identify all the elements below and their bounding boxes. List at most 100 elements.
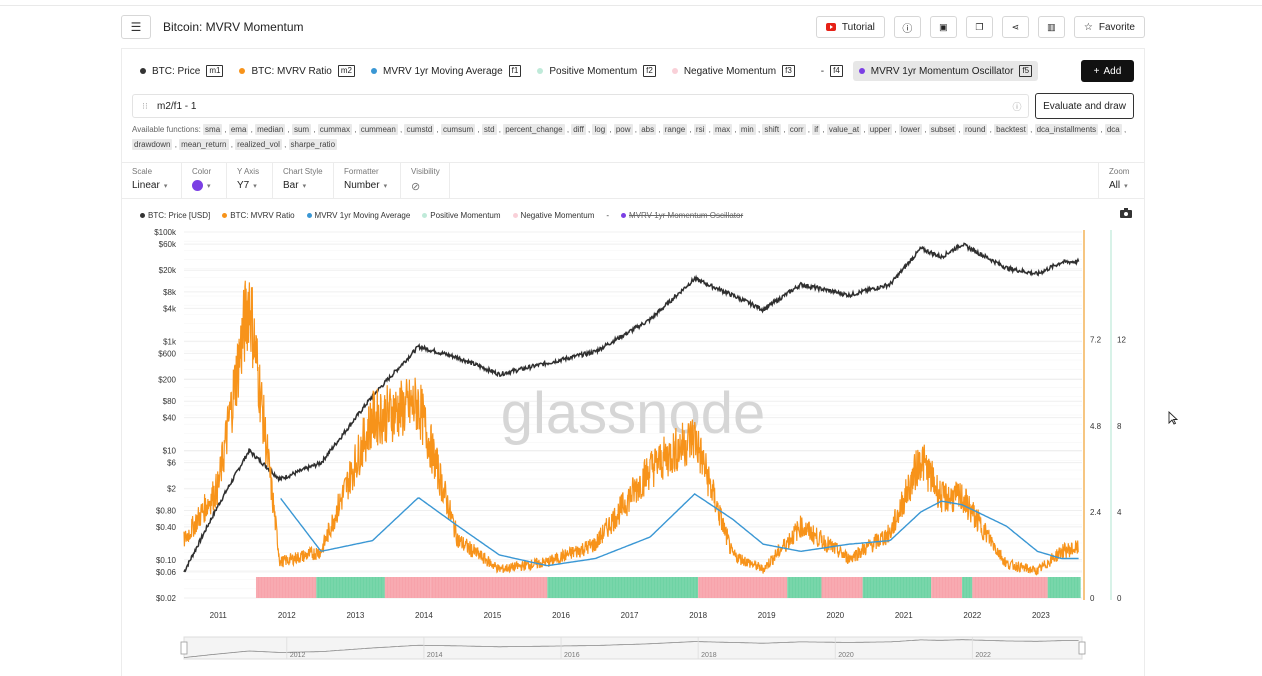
visibility-control[interactable]: Visibility ⊘: [401, 163, 450, 199]
y-left-tick-label: $8k: [163, 288, 177, 297]
formula-field[interactable]: ⁝⁝ m2/f1 - 1 ⓘ: [132, 94, 1029, 118]
legend-item[interactable]: MVRV 1yr Momentum Oscillator: [621, 211, 743, 220]
function-tag[interactable]: if: [812, 124, 821, 135]
function-tag[interactable]: shift: [762, 124, 782, 135]
function-tag[interactable]: subset: [928, 124, 957, 135]
functions-label: Available functions:: [132, 125, 201, 134]
function-tag[interactable]: backtest: [994, 124, 1028, 135]
scale-control[interactable]: Scale Linear ▾: [122, 163, 182, 199]
metric-color-dot: [858, 68, 865, 74]
menu-button[interactable]: ☰: [121, 15, 151, 39]
metric-chip-f5[interactable]: MVRV 1yr Momentum Oscillator f5: [852, 61, 1039, 81]
info-button[interactable]: ⓘ: [893, 16, 921, 38]
y-right1-tick-label: 2.4: [1090, 508, 1102, 517]
function-tag[interactable]: dca: [1104, 124, 1122, 135]
function-tag[interactable]: cummax: [317, 124, 353, 135]
function-tag[interactable]: dca_installments: [1034, 124, 1099, 135]
metric-chip-f1[interactable]: MVRV 1yr Moving Average f1: [365, 61, 527, 81]
legend-label: MVRV 1yr Moving Average: [314, 211, 411, 220]
metric-chip-f4[interactable]: - f4: [805, 61, 849, 81]
x-tick-label: 2011: [210, 611, 228, 620]
favorite-button[interactable]: ☆ Favorite: [1073, 16, 1145, 38]
function-tag[interactable]: value_at: [826, 124, 862, 135]
separator: ,: [281, 140, 289, 149]
legend-item[interactable]: MVRV 1yr Moving Average: [306, 211, 411, 220]
x-tick-label: 2012: [278, 611, 296, 620]
y-left-tick-label: $6: [167, 459, 176, 468]
legend-item[interactable]: -: [606, 211, 609, 220]
header: ☰ Bitcoin: MVRV Momentum Tutorial ⓘ ▣ ❐ …: [121, 14, 1145, 40]
formatter-control[interactable]: Formatter Number ▾: [334, 163, 401, 199]
function-tag[interactable]: max: [713, 124, 733, 135]
function-tag[interactable]: log: [592, 124, 608, 135]
function-tag[interactable]: sharpe_ratio: [288, 139, 338, 150]
metric-chip-m2[interactable]: BTC: MVRV Ratio m2: [233, 61, 361, 81]
function-tag[interactable]: upper: [867, 124, 893, 135]
function-tag[interactable]: min: [738, 124, 756, 135]
function-tag[interactable]: pow: [613, 124, 633, 135]
function-tag[interactable]: corr: [787, 124, 806, 135]
metric-chip-f2[interactable]: Positive Momentum f2: [531, 61, 661, 81]
function-tag[interactable]: realized_vol: [235, 139, 282, 150]
legend-label: MVRV 1yr Momentum Oscillator: [629, 211, 744, 220]
function-tag[interactable]: round: [962, 124, 988, 135]
color-label: Color: [192, 167, 212, 176]
metric-color-dot: [370, 68, 377, 74]
share-button[interactable]: ⋖: [1001, 16, 1029, 38]
youtube-icon: [825, 23, 836, 31]
add-button[interactable]: + Add: [1081, 60, 1134, 82]
y-left-tick-label: $0.02: [156, 594, 177, 603]
metric-chip-f3[interactable]: Negative Momentum f3: [666, 61, 801, 81]
drag-handle-icon[interactable]: ⁝⁝: [142, 100, 148, 111]
y-right1-tick-label: 4.8: [1090, 422, 1102, 431]
momentum-band-positive: [962, 577, 973, 598]
function-tag[interactable]: percent_change: [503, 124, 565, 135]
zoom-control[interactable]: Zoom All ▾: [1098, 163, 1144, 199]
function-tag[interactable]: mean_return: [179, 139, 229, 150]
function-tag[interactable]: drawdown: [132, 139, 173, 150]
color-control[interactable]: Color ▾: [182, 163, 227, 199]
function-tag[interactable]: cummean: [358, 124, 398, 135]
scale-value: Linear: [132, 180, 160, 191]
metric-key: f4: [830, 65, 843, 77]
function-tag[interactable]: sma: [203, 124, 223, 135]
legend-item[interactable]: BTC: Price [USD]: [140, 211, 210, 220]
page-title: Bitcoin: MVRV Momentum: [163, 20, 304, 34]
legend-item[interactable]: Positive Momentum: [422, 211, 501, 220]
tutorial-button[interactable]: Tutorial: [815, 16, 885, 38]
camera-icon[interactable]: [1120, 208, 1132, 218]
chart-style-control[interactable]: Chart Style Bar ▾: [273, 163, 334, 199]
scale-label: Scale: [132, 167, 153, 176]
y-left-tick-label: $40: [163, 414, 177, 423]
function-tag[interactable]: abs: [639, 124, 657, 135]
function-tag[interactable]: range: [662, 124, 688, 135]
copy-button[interactable]: ❐: [965, 16, 993, 38]
info-icon[interactable]: ⓘ: [1012, 101, 1022, 112]
menu-icon: ☰: [130, 20, 142, 34]
function-tag[interactable]: cumstd: [404, 124, 435, 135]
evaluate-button[interactable]: Evaluate and draw: [1035, 93, 1134, 119]
save-button[interactable]: ▣: [929, 16, 957, 38]
function-tag[interactable]: median: [255, 124, 286, 135]
favorite-label: Favorite: [1098, 21, 1135, 33]
function-tag[interactable]: diff: [571, 124, 586, 135]
function-tag[interactable]: ema: [228, 124, 249, 135]
metric-color-dot: [671, 68, 678, 74]
function-tag[interactable]: sum: [291, 124, 312, 135]
legend-item[interactable]: BTC: MVRV Ratio: [222, 211, 295, 220]
function-tag[interactable]: lower: [898, 124, 923, 135]
metric-key: f5: [1019, 65, 1033, 77]
delete-button[interactable]: ▥: [1037, 16, 1065, 38]
function-tag[interactable]: cumsum: [440, 124, 476, 135]
legend-item[interactable]: Negative Momentum: [512, 211, 594, 220]
function-tag[interactable]: std: [481, 124, 497, 135]
copy-icon: ❐: [975, 21, 984, 32]
y-left-tick-label: $2: [167, 485, 176, 494]
function-tag[interactable]: rsi: [693, 124, 707, 135]
formula-input[interactable]: m2/f1 - 1: [157, 100, 197, 112]
y-axis-control[interactable]: Y Axis Y7 ▾: [227, 163, 273, 199]
separator: ,: [755, 125, 763, 134]
metric-chip-m1[interactable]: BTC: Price m1: [134, 61, 229, 81]
metric-color-dot: [239, 68, 246, 74]
